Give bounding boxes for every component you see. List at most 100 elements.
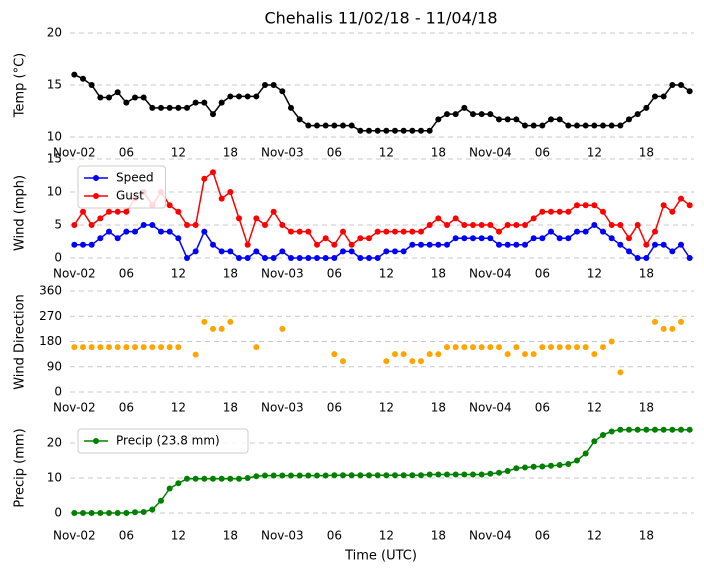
data-point: [600, 431, 606, 438]
data-point: [97, 94, 104, 101]
x-tick-label: 18: [223, 401, 238, 415]
data-point: [184, 104, 190, 111]
data-point: [348, 122, 355, 129]
data-point: [97, 510, 104, 516]
data-point: [357, 255, 364, 261]
data-point: [470, 344, 476, 351]
data-point: [244, 255, 251, 261]
data-point: [582, 228, 589, 235]
data-point: [262, 472, 268, 479]
data-point: [409, 228, 416, 235]
data-point: [548, 228, 554, 235]
x-tick-label: Nov-03: [261, 401, 304, 415]
data-point: [608, 338, 615, 345]
data-point: [530, 122, 537, 129]
data-point: [262, 82, 268, 88]
x-tick-label: 18: [223, 146, 238, 160]
data-point: [652, 426, 658, 433]
data-point: [244, 241, 251, 248]
data-point: [426, 351, 433, 358]
data-point: [686, 88, 693, 95]
x-tick-label: 12: [379, 529, 394, 543]
data-point: [591, 222, 598, 228]
data-point: [184, 475, 190, 482]
data-point: [71, 241, 78, 248]
data-point: [600, 208, 606, 215]
data-point: [97, 235, 104, 242]
data-point: [678, 195, 684, 202]
data-point: [565, 235, 572, 242]
data-point: [504, 222, 511, 228]
data-point: [669, 82, 676, 88]
data-point: [548, 116, 554, 123]
data-point: [513, 241, 520, 248]
data-point: [88, 222, 95, 228]
legend: Precip (23.8 mm): [77, 428, 249, 454]
data-point: [210, 475, 216, 482]
data-point: [218, 248, 225, 255]
data-point: [660, 325, 667, 332]
data-point: [409, 472, 416, 479]
data-point: [201, 99, 208, 106]
legend-marker: [93, 438, 99, 444]
data-point: [383, 358, 390, 365]
data-point: [71, 344, 78, 351]
data-point: [201, 475, 208, 482]
data-point: [322, 122, 329, 129]
x-tick-label: Nov-02: [53, 267, 96, 281]
x-tick-label: 12: [171, 146, 186, 160]
data-point: [192, 351, 199, 358]
data-point: [582, 450, 589, 457]
data-point: [340, 228, 346, 235]
data-point: [236, 255, 242, 261]
data-point: [71, 71, 78, 78]
data-point: [149, 344, 156, 351]
data-point: [409, 241, 416, 248]
data-point: [114, 208, 121, 215]
x-tick-label: 06: [535, 267, 550, 281]
data-point: [166, 344, 173, 351]
data-point: [114, 510, 121, 516]
data-point: [634, 255, 641, 261]
data-point: [322, 472, 329, 479]
data-point: [478, 235, 485, 242]
x-tick-label: Nov-03: [261, 146, 304, 160]
x-tick-label: Nov-03: [261, 529, 304, 543]
data-point: [478, 471, 485, 478]
data-point: [71, 222, 78, 228]
data-point: [617, 222, 624, 228]
x-tick-label: 06: [119, 267, 134, 281]
data-point: [218, 325, 225, 332]
data-point: [530, 463, 537, 470]
data-point: [452, 111, 459, 118]
data-point: [504, 116, 511, 123]
data-point: [444, 111, 450, 118]
data-point: [678, 318, 684, 325]
data-point: [114, 344, 121, 351]
data-point: [496, 241, 502, 248]
data-point: [348, 241, 355, 248]
data-point: [71, 510, 78, 516]
y-tick-label: 20: [47, 26, 62, 40]
data-point: [530, 351, 537, 358]
data-point: [435, 215, 442, 222]
data-point: [374, 472, 381, 479]
data-point: [496, 344, 502, 351]
data-point: [565, 208, 572, 215]
y-tick-label: 0: [54, 251, 62, 265]
data-point: [296, 255, 303, 261]
data-point: [643, 426, 650, 433]
chart-title: Chehalis 11/02/18 - 11/04/18: [264, 9, 497, 28]
x-tick-label: 06: [327, 401, 342, 415]
data-point: [279, 88, 286, 95]
data-point: [487, 470, 494, 477]
data-point: [487, 235, 494, 242]
data-point: [678, 241, 684, 248]
data-point: [357, 127, 364, 134]
data-point: [418, 127, 424, 134]
data-point: [461, 235, 468, 242]
data-point: [461, 222, 468, 228]
data-point: [487, 344, 494, 351]
data-point: [556, 235, 563, 242]
